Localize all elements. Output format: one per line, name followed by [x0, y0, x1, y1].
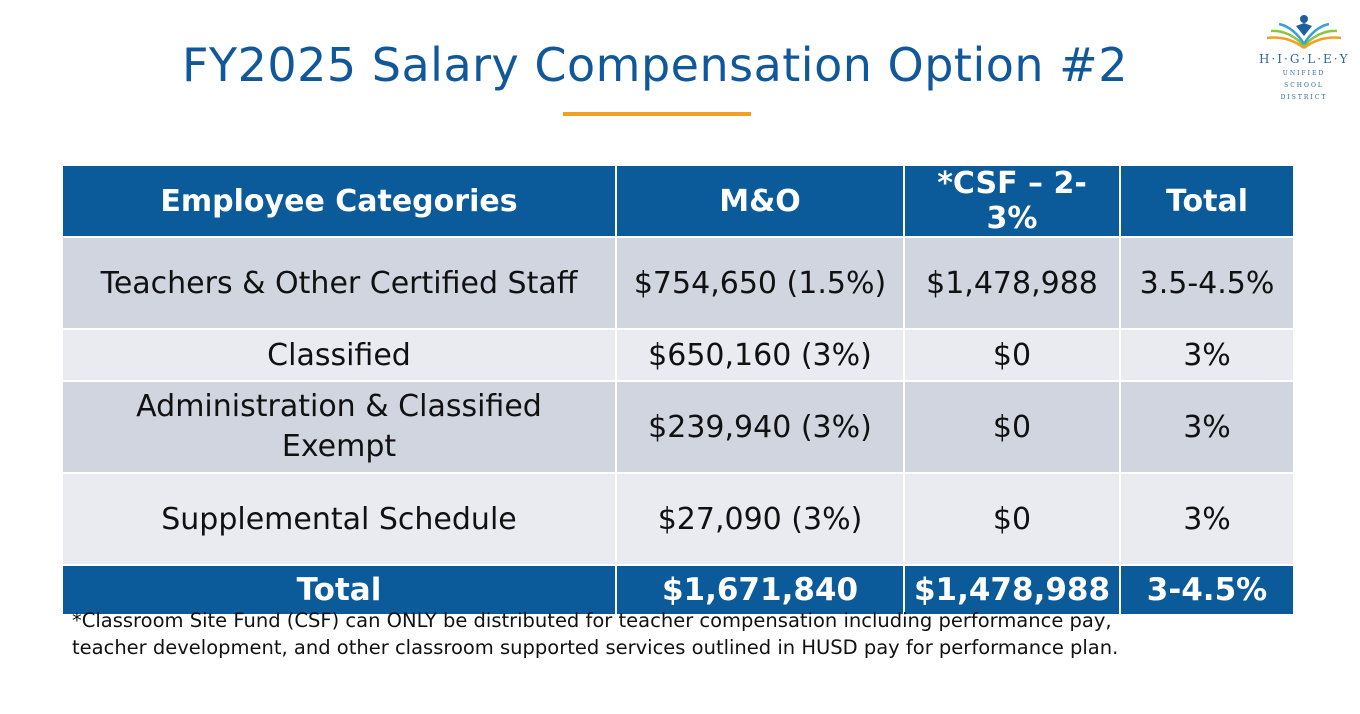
header-total: Total	[1119, 164, 1295, 238]
logo-emblem-icon	[1266, 15, 1342, 49]
row-category: Administration & Classified Exempt	[61, 380, 617, 474]
table-row: Administration & Classified Exempt $239,…	[61, 380, 1295, 474]
table-row: Classified $650,160 (3%) $0 3%	[61, 328, 1295, 382]
row-total: 3.5-4.5%	[1119, 236, 1295, 330]
logo-wordmark: H·I·G·L·E·Y	[1259, 52, 1350, 66]
row-total: 3%	[1119, 472, 1295, 566]
total-csf: $1,478,988	[903, 564, 1121, 616]
row-mo: $754,650 (1.5%)	[615, 236, 905, 330]
total-percent: 3-4.5%	[1119, 564, 1295, 616]
row-csf: $0	[903, 472, 1121, 566]
table-row: Supplemental Schedule $27,090 (3%) $0 3%	[61, 472, 1295, 566]
slide-title: FY2025 Salary Compensation Option #2	[182, 38, 1128, 92]
row-category: Supplemental Schedule	[61, 472, 617, 566]
row-category: Classified	[61, 328, 617, 382]
row-csf: $1,478,988	[903, 236, 1121, 330]
header-csf: *CSF – 2-3%	[903, 164, 1121, 238]
row-total: 3%	[1119, 380, 1295, 474]
logo-subtitle-2: SCHOOL	[1284, 82, 1324, 89]
row-total: 3%	[1119, 328, 1295, 382]
total-mo: $1,671,840	[615, 564, 905, 616]
logo-subtitle-1: UNIFIED	[1282, 70, 1326, 77]
table-total-row: Total $1,671,840 $1,478,988 3-4.5%	[61, 564, 1295, 616]
footnote: *Classroom Site Fund (CSF) can ONLY be d…	[72, 609, 1119, 659]
header-mo: M&O	[615, 164, 905, 238]
row-mo: $239,940 (3%)	[615, 380, 905, 474]
compensation-table: Employee Categories M&O *CSF – 2-3% Tota…	[61, 164, 1295, 616]
row-category: Teachers & Other Certified Staff	[61, 236, 617, 330]
row-mo: $650,160 (3%)	[615, 328, 905, 382]
logo-subtitle-3: DISTRICT	[1280, 94, 1328, 101]
title-underline	[563, 112, 751, 116]
table-header-row: Employee Categories M&O *CSF – 2-3% Tota…	[61, 164, 1295, 238]
row-csf: $0	[903, 328, 1121, 382]
header-employee-categories: Employee Categories	[61, 164, 617, 238]
row-mo: $27,090 (3%)	[615, 472, 905, 566]
total-label: Total	[61, 564, 617, 616]
table-row: Teachers & Other Certified Staff $754,65…	[61, 236, 1295, 330]
row-csf: $0	[903, 380, 1121, 474]
district-logo: H·I·G·L·E·Y UNIFIED SCHOOL DISTRICT	[1259, 12, 1349, 104]
